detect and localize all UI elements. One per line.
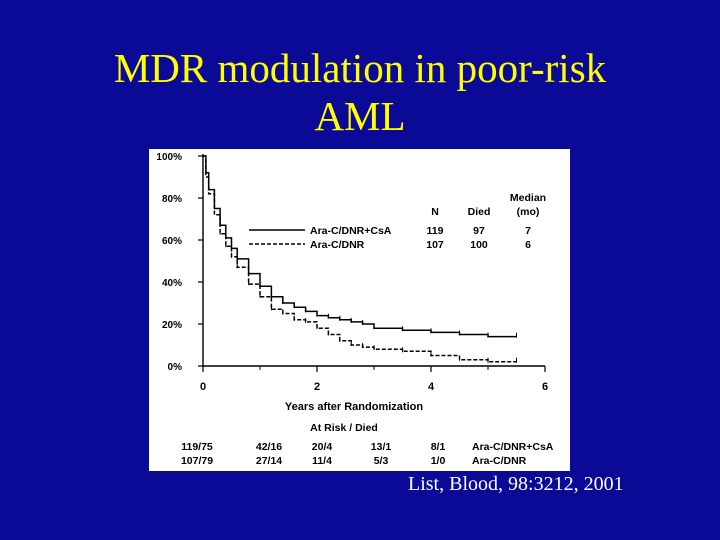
at-risk-cell: 11/4 (312, 455, 332, 467)
legend-label: Ara-C/DNR+CsA (310, 225, 392, 237)
legend-label: Ara-C/DNR (310, 239, 365, 251)
at-risk-title: At Risk / Died (310, 422, 378, 434)
legend-n-value: 107 (426, 239, 444, 251)
at-risk-cell: 20/4 (312, 441, 333, 453)
at-risk-cell: 42/16 (256, 441, 282, 453)
series-line-ara-c-dnr (203, 155, 517, 363)
at-risk-cell: 1/0 (431, 455, 446, 467)
at-risk-cell: 119/75 (181, 441, 213, 453)
slide-title: MDR modulation in poor-risk AML (0, 44, 720, 140)
y-tick-label: 20% (162, 320, 182, 331)
slide-title-line-2: AML (314, 93, 406, 139)
y-tick-label: 80% (162, 194, 182, 205)
y-tick-label: 40% (162, 278, 182, 289)
legend-header-median-unit: (mo) (517, 206, 540, 218)
slide-title-line-1: MDR modulation in poor-risk (113, 45, 607, 91)
x-tick-label: 0 (200, 381, 206, 393)
at-risk-cell: 107/79 (181, 455, 213, 467)
x-tick-label: 4 (428, 381, 435, 393)
legend-median-value: 6 (525, 239, 531, 251)
legend-header-n: N (431, 206, 439, 218)
at-risk-cell: 8/1 (431, 441, 446, 453)
legend-n-value: 119 (427, 225, 444, 237)
legend-median-value: 7 (525, 225, 531, 237)
x-tick-label: 2 (314, 381, 320, 393)
x-axis-label: Years after Randomization (285, 401, 423, 413)
citation: List, Blood, 98:3212, 2001 (408, 473, 624, 495)
y-tick-label: 60% (162, 236, 182, 247)
at-risk-row-label: Ara-C/DNR+CsA (472, 441, 554, 453)
legend-header-median: Median (510, 192, 546, 204)
y-tick-label: 100% (156, 152, 182, 163)
at-risk-cell: 27/14 (256, 455, 282, 467)
at-risk-cell: 13/1 (371, 441, 392, 453)
at-risk-cell: 5/3 (374, 455, 389, 467)
legend-header-died: Died (468, 206, 491, 218)
survival-figure: N Died Median (mo) Ara-C/DNR+CsA 119 97 7 Ara-C/… (149, 149, 570, 471)
y-tick-label: 0% (168, 362, 183, 373)
survival-chart: N Died Median (mo) Ara-C/DNR+CsA 119 97 7 Ara-C/… (156, 152, 554, 467)
legend-died-value: 100 (470, 239, 488, 251)
x-tick-label: 6 (542, 381, 548, 393)
legend-died-value: 97 (473, 225, 485, 237)
at-risk-row-label: Ara-C/DNR (472, 455, 527, 467)
